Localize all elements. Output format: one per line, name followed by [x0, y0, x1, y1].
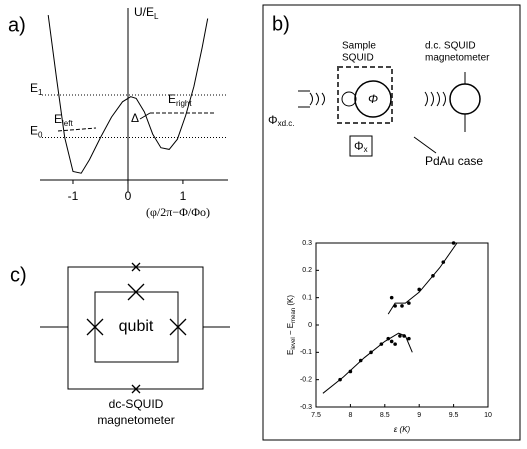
x-tick-label: 8.5 [380, 412, 390, 419]
pdau-case [337, 66, 393, 124]
x-tick-label: 9 [417, 412, 421, 419]
plot-frame [315, 242, 489, 408]
data-point [358, 358, 363, 363]
label-sub: L [154, 12, 159, 21]
data-point [386, 336, 391, 341]
y-axis-label: Elevel − Emean (K) [286, 295, 296, 355]
y-tick-label: -0.1 [300, 349, 312, 356]
data-point [389, 339, 394, 344]
annotation: Eright [168, 92, 192, 108]
label: magnetometer [425, 53, 490, 64]
x-tick-label: 7.5 [311, 412, 321, 419]
arrow [413, 136, 437, 154]
x-axis-label: ε (K) [394, 425, 411, 434]
label-main: E [54, 112, 62, 126]
data-point [407, 301, 411, 305]
data-point [398, 334, 402, 338]
data-point [389, 295, 394, 300]
label-sub: mean [291, 308, 297, 323]
label: SQUID [342, 53, 374, 64]
arrow [139, 112, 151, 120]
label: Sample [342, 41, 376, 52]
data-point [451, 241, 456, 245]
squid-loop [341, 91, 357, 107]
label-main: Φ [268, 113, 278, 127]
label-main: U/E [134, 5, 154, 19]
label-sub: level [291, 337, 297, 349]
data-point [402, 334, 406, 338]
panel-label: c) [10, 264, 27, 286]
junctions [86, 262, 187, 394]
label: PdAu case [425, 154, 483, 168]
label-sub: left [62, 119, 73, 128]
flux-label: Φx [354, 139, 368, 154]
label: d.c. SQUID [425, 41, 476, 52]
x-tick-label: 8 [348, 412, 352, 419]
panel-label: b) [272, 13, 290, 35]
label-sub: xd.c. [278, 119, 295, 128]
annotation: Δ [131, 111, 139, 125]
y-tick-label: -0.3 [300, 404, 312, 411]
flux-label: Φ [368, 92, 378, 106]
annotation: Eleft [54, 112, 73, 128]
label-main: (K) [286, 295, 295, 308]
fit-line [387, 243, 458, 315]
flux-label: Φxd.c. [268, 113, 294, 128]
label-main: E [168, 92, 176, 106]
data-point [407, 336, 411, 341]
x-tick-label: 9.5 [449, 412, 459, 419]
y-tick-label: 0.3 [302, 240, 312, 247]
arrow [57, 127, 97, 132]
caption: dc-SQUID [109, 397, 164, 411]
x-tick-label: 10 [484, 412, 492, 419]
label-sub: x [364, 145, 368, 154]
potential-curve [47, 15, 209, 174]
caption: magnetometer [97, 413, 174, 427]
qubit-label: qubit [119, 318, 154, 335]
label-sub: 0 [38, 131, 43, 140]
y-tick-label: 0 [308, 322, 312, 329]
x-tick-label: 0 [125, 189, 132, 203]
box [349, 135, 373, 157]
label-sub: 1 [38, 88, 43, 97]
data-point [431, 274, 435, 278]
panel-label: a) [8, 14, 26, 36]
y-tick-label: -0.2 [300, 377, 312, 384]
y-tick-label: 0.2 [302, 267, 312, 274]
label-sub: right [176, 99, 192, 108]
data-point [338, 377, 342, 382]
data-point [348, 369, 353, 374]
level-label: E1 [30, 81, 43, 97]
label-main: − E [286, 323, 295, 337]
data-point [369, 350, 373, 355]
dc-squid-loop [449, 83, 481, 115]
x-tick-label: -1 [68, 189, 79, 203]
x-tick-label: 1 [180, 189, 187, 203]
data-point [441, 260, 446, 264]
y-axis-label: U/EL [134, 5, 159, 21]
coil [298, 90, 446, 108]
fit-line [322, 332, 413, 394]
data-point [379, 342, 384, 346]
data-point [393, 342, 397, 346]
data-point [417, 287, 422, 292]
level-label: E0 [30, 124, 43, 140]
y-tick-label: 0.1 [302, 295, 312, 302]
squid-loop [354, 80, 392, 118]
panel-frame [262, 4, 521, 441]
data-point [393, 304, 397, 308]
label-main: E [286, 350, 295, 355]
data-point [400, 304, 404, 308]
label-main: Φ [354, 139, 364, 153]
label-main: E [30, 124, 38, 138]
label-main: E [30, 81, 38, 95]
x-axis-label: (φ/2π−Φ/Φo) [146, 205, 210, 219]
